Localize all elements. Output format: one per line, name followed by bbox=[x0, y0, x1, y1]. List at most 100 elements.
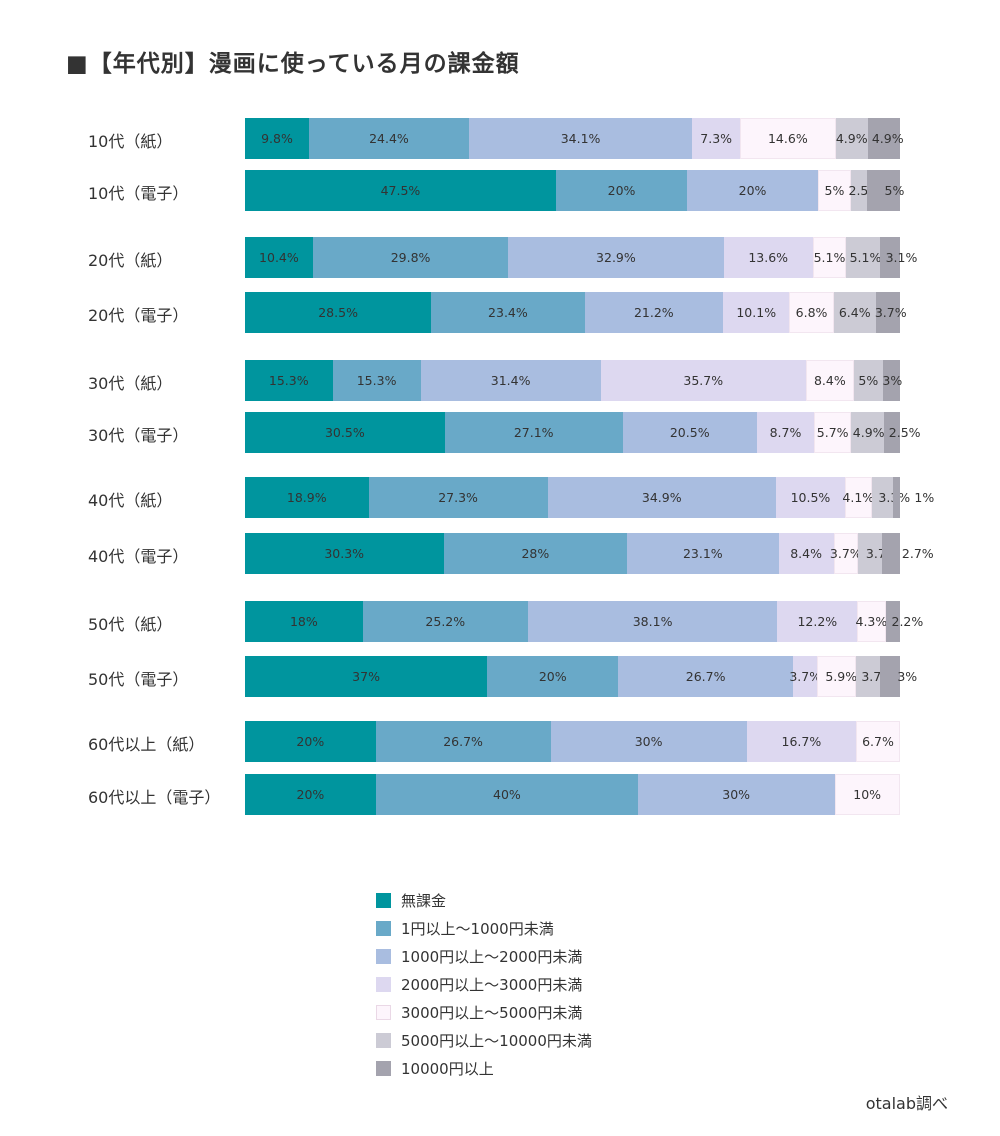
bar-segment bbox=[245, 533, 444, 574]
bar-row: 20% 26.7% 30% 16.7% 6.7% bbox=[245, 721, 900, 762]
data-label: 3% bbox=[882, 372, 903, 388]
data-label: 35.7% bbox=[683, 372, 724, 388]
bar-segment bbox=[833, 533, 858, 574]
bar-segment bbox=[833, 292, 876, 333]
data-label: 32.9% bbox=[596, 249, 636, 265]
bar-segment bbox=[817, 656, 857, 697]
bar-segment bbox=[469, 118, 693, 159]
bar-segment bbox=[854, 360, 883, 401]
bar-row: 9.8% 24.4% 34.1% 7.3% 14.6% 4.9% 4.9% bbox=[245, 118, 904, 159]
bar-segment bbox=[375, 721, 551, 762]
bar-segment bbox=[789, 292, 834, 333]
data-label: 37% bbox=[352, 668, 380, 684]
data-label: 20% bbox=[738, 182, 767, 198]
data-label: 5.7% bbox=[816, 424, 849, 440]
data-label: 6.8% bbox=[795, 304, 828, 320]
chart-title: ■【年代別】漫画に使っている月の課金額 bbox=[66, 51, 520, 77]
data-label: 2.5% bbox=[888, 424, 921, 440]
legend-swatch bbox=[376, 920, 391, 936]
bar-segment bbox=[547, 477, 777, 518]
bar-segment bbox=[856, 656, 881, 697]
category-label: 20代（紙） bbox=[88, 251, 173, 270]
data-label: 26.7% bbox=[443, 733, 483, 749]
bar-segment bbox=[627, 533, 779, 574]
bar-segment bbox=[805, 360, 855, 401]
bar-row: 37% 20% 26.7% 3.7% 5.9% 3.7% 3% bbox=[245, 656, 917, 697]
legend-swatch bbox=[376, 1060, 391, 1076]
data-label: 10.1% bbox=[736, 304, 777, 320]
bar-segment bbox=[245, 774, 376, 815]
bar-segment bbox=[885, 601, 900, 642]
bar-row: 15.3% 15.3% 31.4% 35.7% 8.4% 5% 3% bbox=[245, 360, 903, 401]
bar-row: 47.5% 20% 20% 5% 2.5% 5% bbox=[245, 170, 904, 211]
legend-label: 2000円以上〜3000円未満 bbox=[401, 975, 583, 994]
data-label: 27.3% bbox=[438, 489, 478, 505]
bar-row: 18.9%27.3%34.9%10.5%4.1%3.3%1% bbox=[245, 477, 934, 518]
bar-segment bbox=[245, 412, 445, 453]
bar-row: 30.5% 27.1% 20.5% 8.7% 5.7% 4.9% 2.5% bbox=[245, 412, 921, 453]
bar-segment bbox=[844, 477, 872, 518]
bar-segment bbox=[879, 237, 900, 278]
data-label: 8.7% bbox=[769, 424, 802, 440]
data-label: 10% bbox=[853, 786, 882, 802]
bar-segment bbox=[867, 170, 900, 211]
data-label: 2.7% bbox=[901, 545, 934, 561]
bar-segment bbox=[882, 533, 900, 574]
legend-swatch bbox=[376, 1004, 391, 1020]
bar-segment bbox=[856, 721, 900, 762]
data-label: 34.1% bbox=[560, 130, 601, 146]
bar-row: 28.5% 23.4% 21.2% 10.1% 6.8% 6.4% 3.7% bbox=[245, 292, 907, 333]
legend-item: 3000円以上〜5000円未満 bbox=[376, 998, 592, 1026]
bar-segment bbox=[834, 774, 900, 815]
bar-segment bbox=[793, 656, 818, 697]
category-label: 20代（電子） bbox=[88, 306, 189, 325]
data-label: 13.6% bbox=[748, 249, 789, 265]
category-label: 60代以上（電子） bbox=[88, 788, 221, 807]
category-label: 60代以上（紙） bbox=[88, 735, 205, 754]
bar-segment bbox=[880, 656, 900, 697]
data-label: 14.6% bbox=[767, 130, 808, 146]
bar-segment bbox=[584, 292, 724, 333]
data-label: 23.1% bbox=[682, 545, 723, 561]
data-label: 20% bbox=[296, 786, 325, 802]
data-label: 4.3% bbox=[855, 613, 888, 629]
source-note: otalab調べ bbox=[865, 1094, 948, 1113]
data-label: 1% bbox=[914, 489, 935, 505]
data-label: 3% bbox=[897, 668, 918, 684]
data-label: 31.4% bbox=[490, 372, 531, 388]
bar-segment bbox=[858, 533, 883, 574]
data-label: 30.3% bbox=[324, 545, 365, 561]
bar-segment bbox=[376, 774, 638, 815]
bar-segment bbox=[245, 656, 488, 697]
bar-segment bbox=[851, 412, 884, 453]
data-label: 40% bbox=[493, 786, 521, 802]
bar-segment bbox=[332, 360, 421, 401]
bar-segment bbox=[778, 533, 834, 574]
bar-segment bbox=[431, 292, 585, 333]
bar-segment bbox=[487, 656, 619, 697]
legend-item: 5000円以上〜10000円未満 bbox=[376, 1026, 592, 1054]
bar-segment bbox=[835, 118, 868, 159]
bar-segment bbox=[313, 237, 509, 278]
data-label: 38.1% bbox=[632, 613, 673, 629]
data-label: 28.5% bbox=[318, 304, 358, 320]
bar-segment bbox=[776, 477, 845, 518]
data-label: 5% bbox=[858, 372, 879, 388]
legend-label: 5000円以上〜10000円未満 bbox=[401, 1031, 592, 1050]
data-label: 3.7% bbox=[874, 304, 907, 320]
bar-segment bbox=[622, 412, 758, 453]
data-label: 3.7% bbox=[829, 545, 862, 561]
data-label: 3.7% bbox=[789, 668, 822, 684]
data-label: 9.8% bbox=[261, 130, 293, 146]
bar-segment bbox=[618, 656, 794, 697]
bar-segment bbox=[875, 292, 900, 333]
legend-item: 無課金 bbox=[376, 886, 592, 914]
legend-label: 1円以上〜1000円未満 bbox=[401, 919, 554, 938]
bar-segment bbox=[444, 412, 623, 453]
bar-segment bbox=[882, 360, 900, 401]
data-label: 18% bbox=[289, 613, 318, 629]
bar-segment bbox=[245, 601, 363, 642]
data-label: 15.3% bbox=[356, 372, 397, 388]
data-label: 5% bbox=[884, 182, 905, 198]
data-label: 4.1% bbox=[842, 489, 875, 505]
